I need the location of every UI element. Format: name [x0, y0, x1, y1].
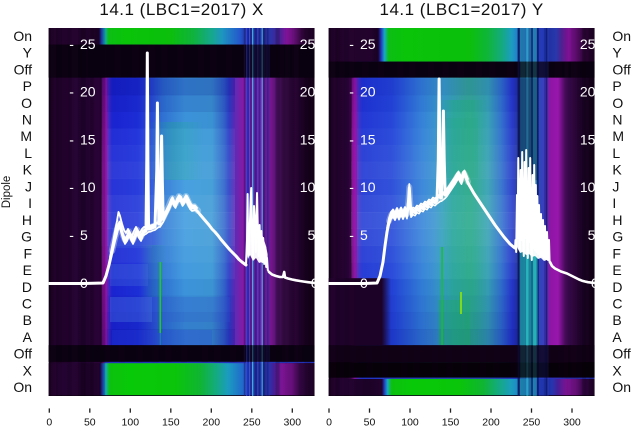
svg-text:150: 150 [442, 416, 460, 428]
svg-text:D: D [22, 279, 32, 295]
svg-text:0: 0 [326, 416, 332, 428]
svg-text:20: 20 [580, 84, 596, 100]
svg-text:A: A [23, 329, 33, 345]
svg-text:-: - [349, 227, 354, 243]
svg-text:-: - [69, 36, 74, 52]
svg-text:On: On [612, 28, 631, 44]
svg-text:-: - [349, 131, 354, 147]
svg-text:-: - [349, 84, 354, 100]
svg-text:H: H [612, 212, 622, 228]
svg-text:Dipole: Dipole [1, 176, 13, 209]
svg-text:5: 5 [588, 227, 596, 243]
svg-text:J: J [612, 178, 619, 194]
svg-text:5: 5 [308, 227, 316, 243]
svg-text:On: On [13, 28, 32, 44]
svg-text:300: 300 [284, 416, 302, 428]
svg-text:E: E [23, 262, 32, 278]
svg-text:Off: Off [14, 346, 33, 362]
svg-text:F: F [612, 245, 621, 261]
svg-text:0: 0 [311, 275, 319, 291]
svg-text:-: - [69, 131, 74, 147]
svg-text:K: K [612, 162, 622, 178]
svg-text:X: X [23, 362, 33, 378]
svg-text:5: 5 [360, 227, 368, 243]
svg-text:C: C [22, 296, 32, 312]
svg-text:N: N [22, 112, 32, 128]
svg-text:0: 0 [80, 275, 88, 291]
svg-text:250: 250 [523, 416, 541, 428]
svg-text:25: 25 [80, 36, 96, 52]
svg-text:25: 25 [580, 36, 596, 52]
svg-text:-: - [69, 84, 74, 100]
svg-text:250: 250 [243, 416, 261, 428]
svg-text:K: K [23, 162, 33, 178]
svg-text:E: E [612, 262, 621, 278]
svg-text:-: - [69, 227, 74, 243]
svg-text:-: - [349, 275, 354, 291]
svg-text:200: 200 [203, 416, 221, 428]
svg-text:B: B [612, 312, 621, 328]
svg-text:25: 25 [360, 36, 376, 52]
svg-text:Y: Y [612, 45, 622, 61]
svg-text:200: 200 [482, 416, 500, 428]
svg-text:0: 0 [360, 275, 368, 291]
svg-text:O: O [612, 95, 623, 111]
svg-text:300: 300 [563, 416, 581, 428]
svg-text:Off: Off [612, 346, 631, 362]
svg-text:N: N [612, 112, 622, 128]
svg-text:M: M [612, 128, 624, 144]
svg-text:10: 10 [80, 179, 96, 195]
svg-text:25: 25 [300, 36, 316, 52]
svg-text:15: 15 [80, 131, 96, 147]
svg-text:14.1 (LBC1=2017) Y: 14.1 (LBC1=2017) Y [380, 0, 544, 19]
svg-text:M: M [20, 128, 32, 144]
svg-text:-: - [349, 36, 354, 52]
svg-text:14.1 (LBC1=2017) X: 14.1 (LBC1=2017) X [99, 0, 263, 19]
svg-text:15: 15 [580, 131, 596, 147]
svg-text:H: H [22, 212, 32, 228]
svg-text:J: J [25, 178, 32, 194]
svg-text:Y: Y [23, 45, 33, 61]
svg-text:-: - [349, 179, 354, 195]
svg-text:0: 0 [591, 275, 599, 291]
svg-text:15: 15 [360, 131, 376, 147]
svg-text:20: 20 [300, 84, 316, 100]
svg-text:Off: Off [612, 61, 631, 77]
svg-text:I: I [28, 195, 32, 211]
svg-text:On: On [13, 379, 32, 395]
svg-text:A: A [612, 329, 622, 345]
svg-text:150: 150 [162, 416, 180, 428]
svg-text:-: - [69, 179, 74, 195]
svg-text:X: X [612, 362, 622, 378]
svg-text:B: B [23, 312, 32, 328]
svg-text:20: 20 [360, 84, 376, 100]
svg-text:15: 15 [300, 131, 316, 147]
svg-text:0: 0 [46, 416, 52, 428]
svg-text:10: 10 [360, 179, 376, 195]
svg-text:I: I [612, 195, 616, 211]
svg-text:10: 10 [580, 179, 596, 195]
svg-text:O: O [21, 95, 32, 111]
svg-text:100: 100 [401, 416, 419, 428]
svg-text:P: P [23, 78, 32, 94]
svg-text:G: G [21, 229, 32, 245]
svg-text:Off: Off [14, 61, 33, 77]
svg-text:10: 10 [300, 179, 316, 195]
svg-text:C: C [612, 296, 622, 312]
svg-text:L: L [612, 145, 620, 161]
svg-text:100: 100 [122, 416, 140, 428]
svg-text:D: D [612, 279, 622, 295]
svg-text:G: G [612, 229, 623, 245]
svg-text:F: F [23, 245, 32, 261]
svg-text:20: 20 [80, 84, 96, 100]
svg-text:50: 50 [84, 416, 96, 428]
svg-text:50: 50 [364, 416, 376, 428]
svg-text:L: L [24, 145, 32, 161]
svg-text:5: 5 [80, 227, 88, 243]
svg-text:P: P [612, 78, 621, 94]
svg-text:-: - [69, 275, 74, 291]
svg-text:On: On [612, 379, 631, 395]
